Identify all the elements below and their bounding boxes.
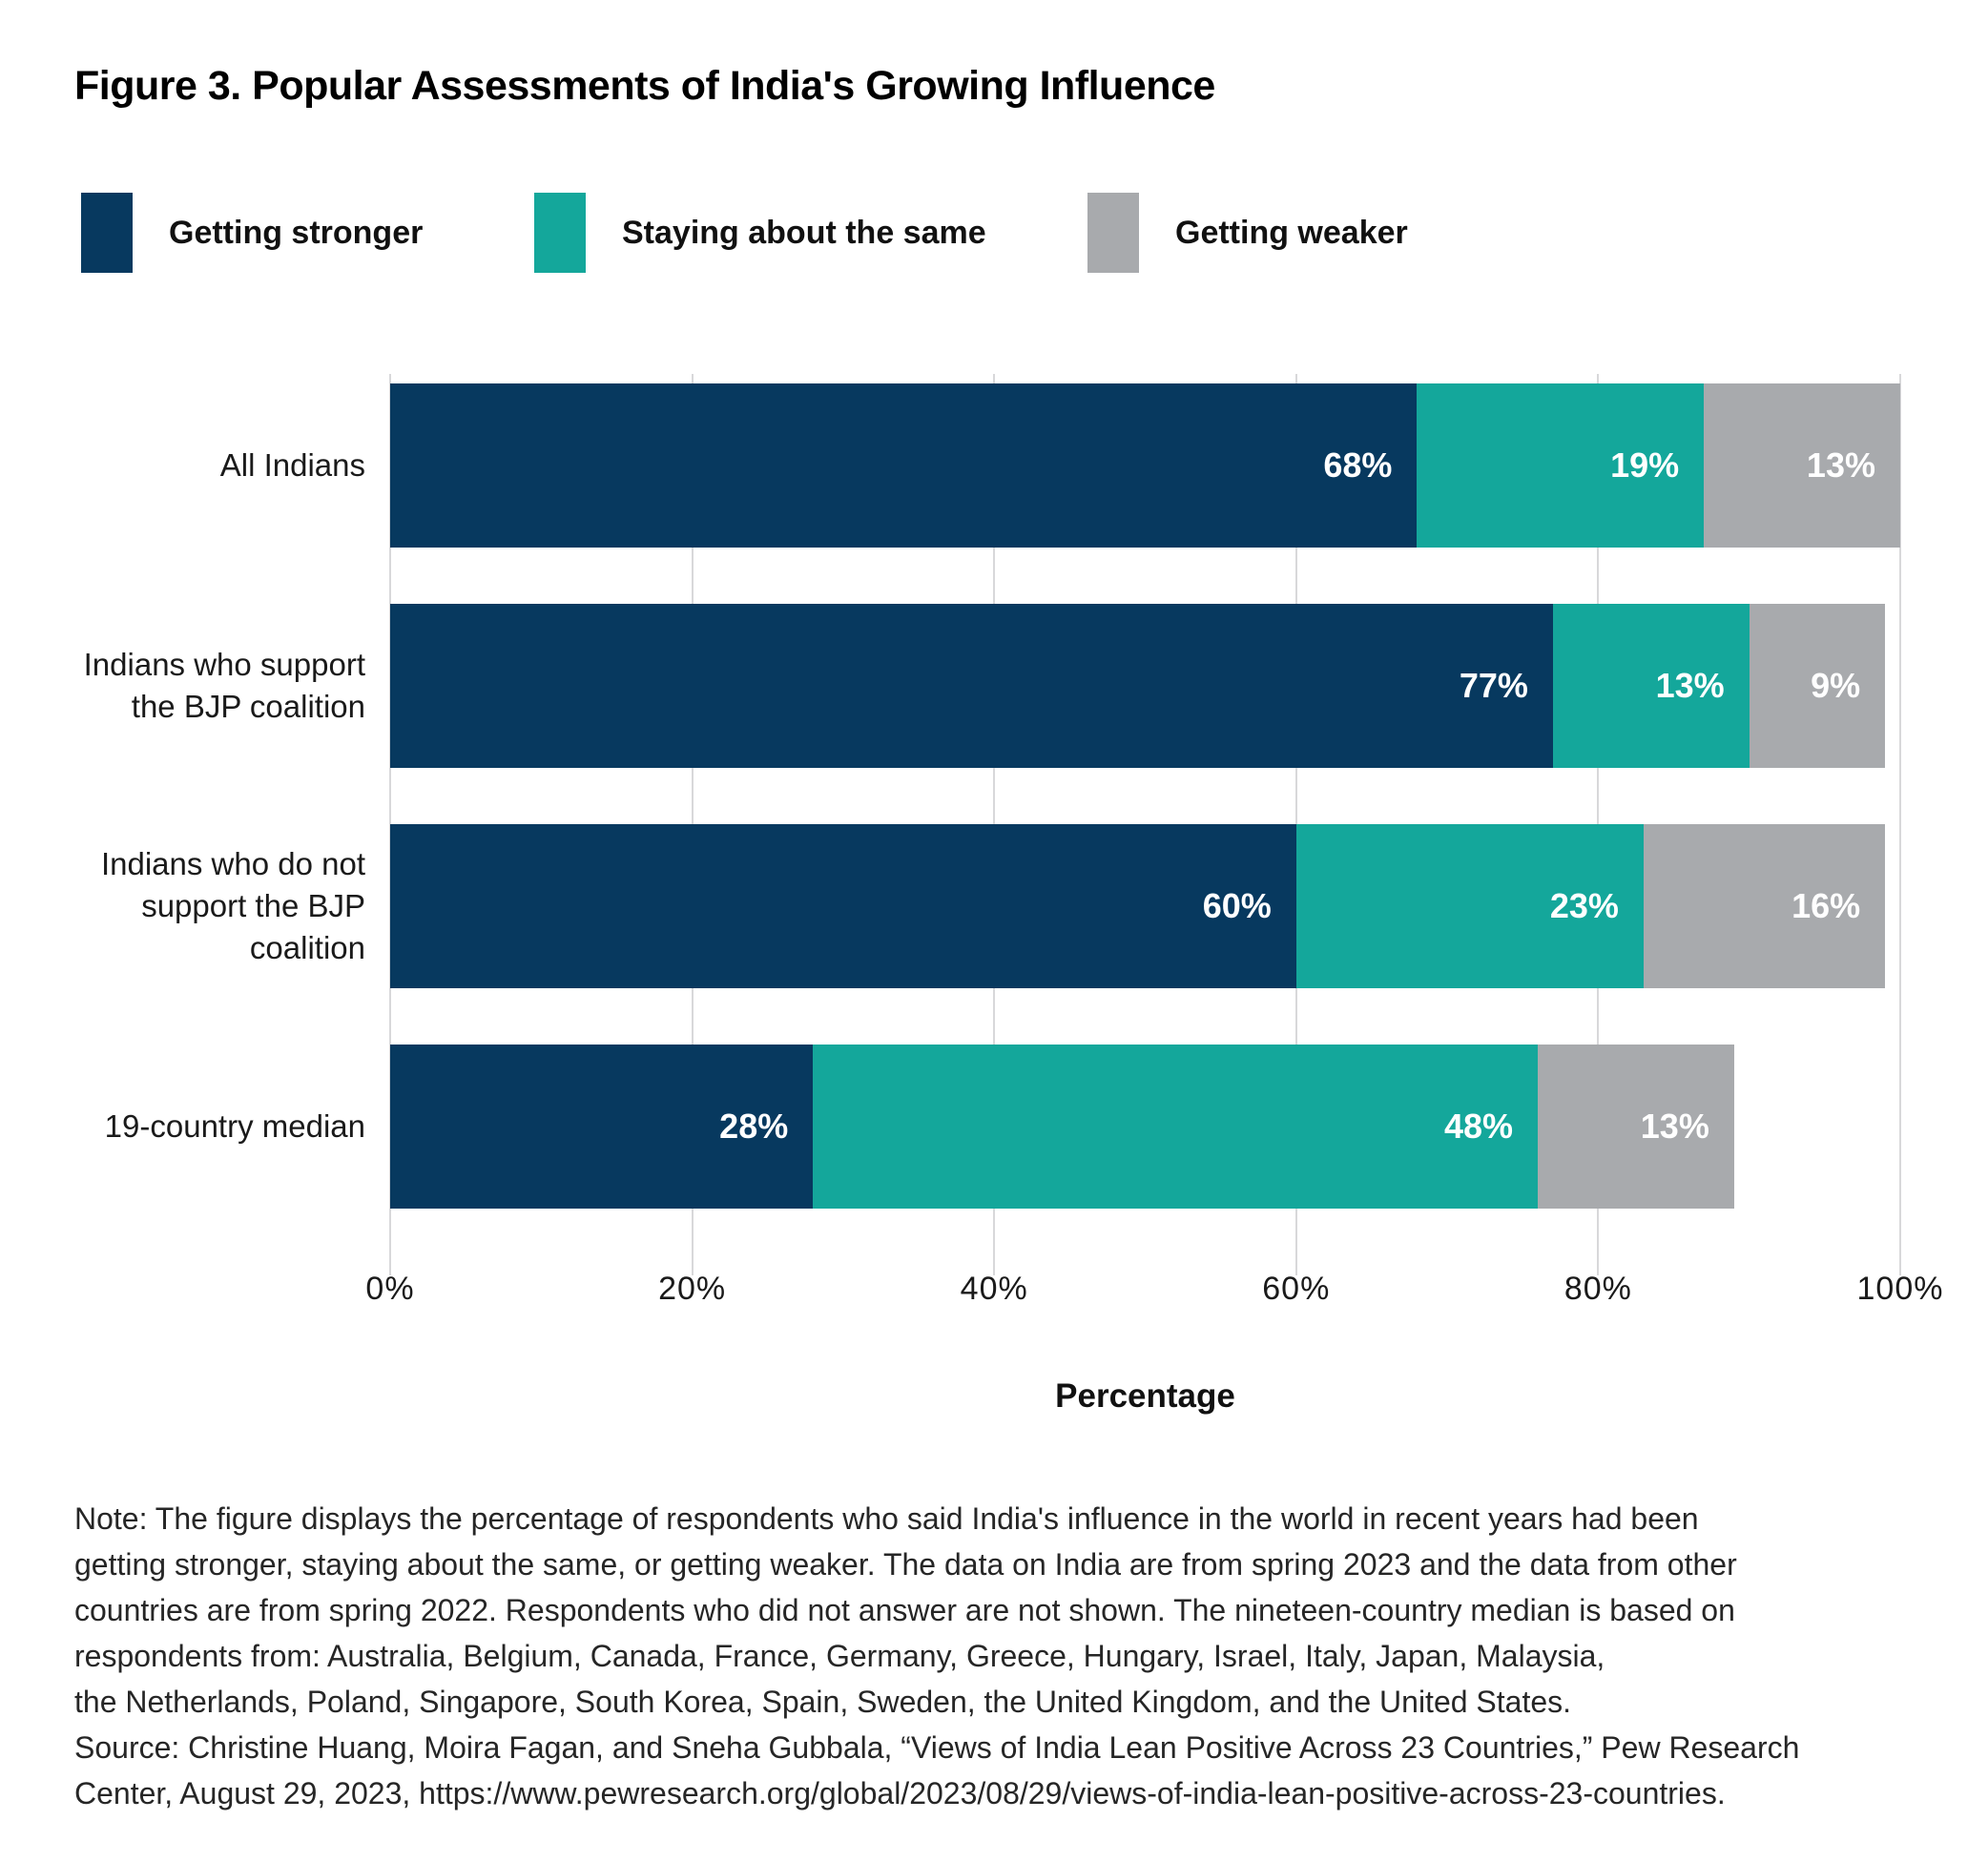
bar-value-label: 23% <box>1549 886 1619 925</box>
row-label: 19-country median <box>104 1108 365 1144</box>
bar-segment-getting-stronger: 28% <box>390 1045 814 1209</box>
legend-swatch <box>1087 193 1139 273</box>
x-tick-label: 20% <box>658 1271 727 1307</box>
bar-value-label: 9% <box>1811 666 1861 705</box>
legend-item: Getting weaker <box>1087 189 1408 277</box>
x-axis-title: Percentage <box>1055 1377 1235 1415</box>
bar-segment-getting-stronger: 60% <box>390 824 1296 988</box>
bar-value-label: 68% <box>1323 445 1393 485</box>
row-label: All Indians <box>219 447 365 483</box>
row-label: Indians who support the BJP coalition <box>83 647 365 724</box>
note-line: the Netherlands, Poland, Singapore, Sout… <box>74 1685 1572 1719</box>
note-line: getting stronger, staying about the same… <box>74 1547 1737 1582</box>
bar-segment-getting-weaker: 16% <box>1643 824 1886 988</box>
bar-value-label: 48% <box>1444 1107 1514 1146</box>
legend-label: Getting stronger <box>169 214 424 251</box>
x-tick-label: 40% <box>960 1271 1028 1307</box>
bar-segment-staying-about-the-same: 19% <box>1417 383 1705 548</box>
bar-segment-staying-about-the-same: 13% <box>1552 604 1750 768</box>
bar-segment-staying-about-the-same: 48% <box>813 1045 1539 1209</box>
figure-note: Note: The figure displays the percentage… <box>74 1496 1973 1816</box>
bar-segment-getting-stronger: 68% <box>390 383 1418 548</box>
bar-value-label: 13% <box>1655 666 1725 705</box>
bar-row: 60% 23% 16% <box>390 824 1900 988</box>
gridline <box>1899 374 1901 1275</box>
legend-label: Getting weaker <box>1175 214 1408 251</box>
bar-value-label: 77% <box>1459 666 1528 705</box>
figure-title: Figure 3. Popular Assessments of India's… <box>74 63 1215 109</box>
legend-item: Staying about the same <box>534 189 986 277</box>
bar-segment-getting-weaker: 9% <box>1749 604 1886 768</box>
bar-value-label: 28% <box>719 1107 789 1146</box>
stacked-bar-chart: Percentage 0% 20% 40% 60% 80% 100% 68% 19% 13% Al… <box>84 374 1942 1415</box>
bar-row: 28% 48% 13% <box>390 1045 1900 1209</box>
legend-swatch <box>534 193 586 273</box>
bar-segment-staying-about-the-same: 23% <box>1295 824 1644 988</box>
legend-swatch <box>81 193 133 273</box>
note-line: Note: The figure displays the percentage… <box>74 1501 1699 1536</box>
x-tick-label: 80% <box>1563 1271 1632 1307</box>
x-tick-label: 60% <box>1262 1271 1331 1307</box>
bar-value-label: 19% <box>1610 445 1680 485</box>
bar-segment-getting-weaker: 13% <box>1704 383 1900 548</box>
chart-legend: Getting stronger Staying about the same Ge… <box>0 189 1988 284</box>
note-line: Source: Christine Huang, Moira Fagan, an… <box>74 1730 1800 1765</box>
note-line: countries are from spring 2022. Responde… <box>74 1593 1735 1627</box>
bar-value-label: 60% <box>1202 886 1272 925</box>
bar-value-label: 13% <box>1806 445 1875 485</box>
x-tick-label: 100% <box>1856 1271 1944 1307</box>
x-tick-label: 0% <box>365 1271 415 1307</box>
bar-value-label: 16% <box>1791 886 1861 925</box>
legend-item: Getting stronger <box>81 189 423 277</box>
note-line: respondents from: Australia, Belgium, Ca… <box>74 1639 1605 1673</box>
row-label: Indians who do not support the BJP coali… <box>100 846 365 965</box>
bar-segment-getting-stronger: 77% <box>390 604 1553 768</box>
bar-row: 77% 13% 9% <box>390 604 1900 768</box>
legend-label: Staying about the same <box>622 214 986 251</box>
bar-row: 68% 19% 13% <box>390 383 1900 548</box>
bar-segment-getting-weaker: 13% <box>1538 1045 1734 1209</box>
bar-value-label: 13% <box>1640 1107 1709 1146</box>
note-line: Center, August 29, 2023, https://www.pew… <box>74 1776 1726 1810</box>
